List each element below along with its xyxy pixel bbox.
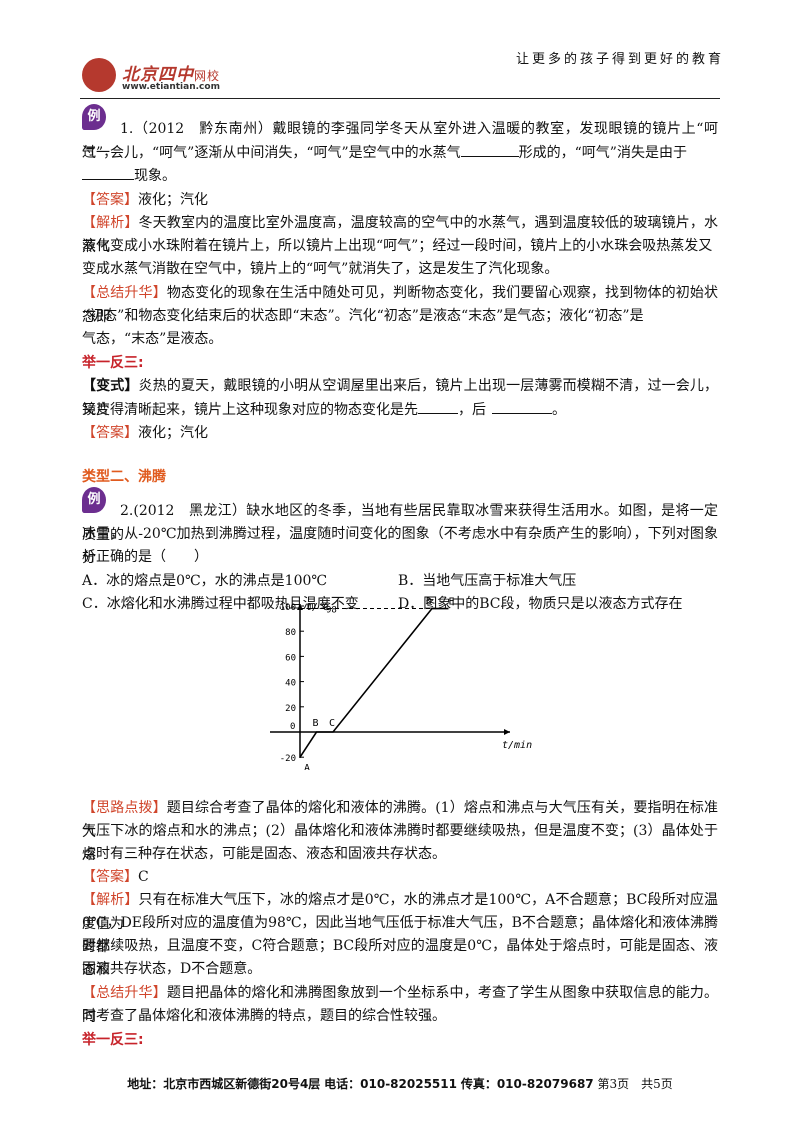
variant-blank-2 bbox=[492, 399, 552, 414]
variant-text-4: 。 bbox=[552, 402, 566, 418]
y-tick-label: 20 bbox=[285, 704, 296, 714]
q1-stem-line-2: 过一会儿，“呵气”逐渐从中间消失，“呵气”是空气中的水蒸气 形成的，“呵气”消失是… bbox=[82, 142, 718, 166]
analysis-text: 只有在标准大气压下，冰的熔点才是0℃，水的沸点才是100℃，A不合题意；BC段所… bbox=[82, 892, 718, 932]
q2-stem-2: 冰雪，从-20℃加热到沸腾过程，温度随时间变化的图象（不考虑水中有杂质产生的影响… bbox=[82, 526, 718, 566]
hint-tag: 【思路点拨】 bbox=[82, 800, 167, 816]
q1-stem-line-1: 1.（2012 黔东南州）戴眼镜的李强同学冬天从室外进入温暖的教室，发现眼镜的镜… bbox=[82, 121, 718, 161]
q2-analysis-1: 【解析】只有在标准大气压下，冰的熔点才是0℃，水的沸点才是100℃，A不合题意；… bbox=[82, 889, 718, 936]
page-footer: 地址：北京市西城区新德街20号4层 电话：010-82025511 传真：010… bbox=[0, 1075, 800, 1092]
q1-answer: 【答案】液化；汽化 bbox=[82, 189, 718, 213]
chart-layer: t/℃ t/min -20 20 40 60 80 100 0 98 A B C D E bbox=[270, 597, 532, 770]
footer-phone: 010-82025511 bbox=[360, 1077, 457, 1091]
point-label-d: D bbox=[426, 597, 432, 608]
point-label-a: A bbox=[304, 763, 310, 770]
example-badge-2: 例 bbox=[82, 487, 106, 513]
hint-text: 题目综合考查了晶体的熔化和液体的沸腾。(1）熔点和沸点与大气压有关，要指明在标准… bbox=[82, 800, 719, 840]
logo-text: 北京四中网校 bbox=[122, 60, 220, 85]
reference-label: 98 bbox=[326, 606, 337, 616]
q1-analysis-1: 【解析】冬天教室内的温度比室外温度高，温度较高的空气中的水蒸气，遇到温度较低的玻… bbox=[82, 212, 718, 259]
temperature-time-chart: t/℃ t/min -20 20 40 60 80 100 0 98 A B C D E bbox=[270, 597, 532, 770]
q2-summary-1: 【总结升华】题目把晶体的熔化和沸腾图象放到一个坐标系中，考查了学生从图象中获取信… bbox=[82, 982, 718, 1029]
answer-text: 液化；汽化 bbox=[138, 192, 208, 208]
q2-stem-3: 析正确的是（ ） bbox=[82, 549, 208, 565]
q1-analysis-2: 液化变成小水珠附着在镜片上，所以镜片上出现“呵气”；经过一段时间，镜片上的小水珠… bbox=[82, 238, 713, 254]
y-tick-label: 100 bbox=[280, 603, 296, 613]
variant-answer: 【答案】液化；汽化 bbox=[82, 422, 718, 446]
data-series-line bbox=[299, 607, 449, 758]
answer-tag: 【答案】 bbox=[82, 869, 138, 885]
footer-address: 北京市西城区新德街20号4层 bbox=[163, 1077, 321, 1091]
summary-tag: 【总结升华】 bbox=[82, 285, 167, 301]
summary-text: 题目把晶体的熔化和沸腾图象放到一个坐标系中，考查了学生从图象中获取信息的能力。同 bbox=[82, 985, 719, 1025]
x-axis-label: t/min bbox=[502, 740, 532, 751]
point-label-b: B bbox=[313, 718, 319, 729]
analysis-text: 冬天教室内的温度比室外温度高，温度较高的空气中的水蒸气，遇到温度较低的玻璃镜片，… bbox=[82, 215, 718, 255]
q1-summary-2: “初态”和物态变化结束后的状态即“末态”。汽化“初态”是液态“末态”是气态；液化… bbox=[82, 308, 644, 324]
variant-text-3: ，后 bbox=[458, 402, 486, 418]
q2-analysis-3: 要继续吸热，且温度不变，C符合题意；BC段所对应的温度是0℃，晶体处于熔点时，可… bbox=[82, 938, 718, 978]
header-divider bbox=[80, 98, 720, 99]
answer-text: 液化；汽化 bbox=[138, 425, 208, 441]
variant-tag: 【变式】 bbox=[82, 378, 139, 394]
analysis-tag: 【解析】 bbox=[82, 215, 139, 231]
variant-text-2: 又变得清晰起来，镜片上这种现象对应的物态变化是先 bbox=[82, 402, 418, 418]
x-axis-arrow-icon bbox=[504, 729, 510, 735]
footer-fax: 010-82079687 bbox=[496, 1077, 594, 1091]
section-title: 类型二、沸腾 bbox=[82, 469, 166, 485]
answer-tag: 【答案】 bbox=[82, 425, 138, 441]
q1-summary-1: 【总结升华】物态变化的现象在生活中随处可见，判断物态变化，我们要留心观察，找到物… bbox=[82, 282, 718, 329]
q2-hint-1: 【思路点拨】题目综合考查了晶体的熔化和液体的沸腾。(1）熔点和沸点与大气压有关，… bbox=[82, 797, 718, 844]
q1-blank-1 bbox=[460, 142, 519, 157]
y-tick-label: -20 bbox=[280, 754, 296, 764]
answer-text: C bbox=[138, 869, 149, 885]
q2-option-d: D．图象中的BC段，物质只是以液态方式存在 bbox=[398, 596, 683, 612]
footer-address-label: 地址： bbox=[127, 1077, 164, 1091]
juyi-heading-1: 举一反三: bbox=[82, 355, 144, 371]
variant-blank-1 bbox=[418, 399, 458, 414]
q1-stem-line-3: 现象。 bbox=[82, 165, 718, 189]
footer-fax-label: 传真： bbox=[460, 1077, 497, 1091]
q2-stem-1: 2.(2012 黑龙江）缺水地区的冬季，当地有些居民靠取冰雪来获得生活用水。如图… bbox=[82, 503, 718, 543]
example-badge-1: 例 bbox=[82, 104, 106, 130]
q2-analysis-4: 固液共存状态，D不合题意。 bbox=[82, 961, 262, 977]
logo-emblem-icon bbox=[82, 58, 116, 92]
y-axis-arrow-icon bbox=[297, 604, 303, 610]
point-label-c: C bbox=[329, 718, 335, 729]
q2-option-c: C．冰熔化和水沸腾过程中都吸热且温度不变 bbox=[82, 596, 359, 612]
y-tick-label: 80 bbox=[285, 628, 296, 638]
point-label-e: E bbox=[449, 597, 455, 608]
q1-summary-3: 气态，“末态”是液态。 bbox=[82, 331, 223, 347]
logo-name: 北京四中 bbox=[122, 65, 194, 85]
q2-hint-3: 点时有三种存在状态，可能是固态、液态和固液共存状态。 bbox=[82, 846, 446, 862]
summary-text: 物态变化的现象在生活中随处可见，判断物态变化，我们要留心观察，找到物体的初始状态… bbox=[82, 285, 719, 325]
q1-stem-text: 过一会儿，“呵气”逐渐从中间消失，“呵气”是空气中的水蒸气 bbox=[82, 145, 461, 161]
juyi-heading-2: 举一反三: bbox=[82, 1032, 144, 1048]
variant-text: 炎热的夏天，戴眼镜的小明从空调屋里出来后，镜片上出现一层薄雾而模糊不清，过一会儿… bbox=[82, 378, 718, 418]
y-tick-label: 40 bbox=[285, 679, 296, 689]
footer-page-number: 第3页 共5页 bbox=[597, 1077, 673, 1091]
q2-hint-2: 气压下冰的熔点和水的沸点；(2）晶体熔化和液体沸腾时都要继续吸热，但是温度不变；… bbox=[82, 823, 718, 863]
variant-line-1: 【变式】炎热的夏天，戴眼镜的小明从空调屋里出来后，镜片上出现一层薄雾而模糊不清，… bbox=[82, 375, 718, 422]
analysis-tag: 【解析】 bbox=[82, 892, 139, 908]
logo-url: www.etiantian.com bbox=[122, 82, 220, 92]
y-axis-label: t/℃ bbox=[306, 602, 331, 613]
variant-line-2: 又变得清晰起来，镜片上这种现象对应的物态变化是先 ，后 。 bbox=[82, 399, 718, 423]
q2-summary-2: 时考查了晶体熔化和液体沸腾的特点，题目的综合性较强。 bbox=[82, 1008, 446, 1024]
q1-blank-2 bbox=[82, 165, 134, 180]
logo-sub: 网校 bbox=[194, 69, 221, 83]
answer-tag: 【答案】 bbox=[82, 192, 138, 208]
footer-phone-label: 电话： bbox=[324, 1077, 361, 1091]
q2-answer: 【答案】C bbox=[82, 866, 718, 890]
q2-analysis-2: 0℃，DE段所对应的温度值为98℃，因此当地气压低于标准大气压，B不合题意；晶体… bbox=[82, 915, 718, 955]
q1-stem-text-2: 形成的，“呵气”消失是由于 bbox=[518, 145, 687, 161]
header-slogan: 让更多的孩子得到更好的教育 bbox=[515, 52, 724, 67]
summary-tag: 【总结升华】 bbox=[82, 985, 167, 1001]
y-tick-label: 60 bbox=[285, 653, 296, 663]
q2-option-b: B．当地气压高于标准大气压 bbox=[398, 573, 577, 589]
q2-option-a: A．冰的熔点是0℃，水的沸点是100℃ bbox=[82, 573, 328, 589]
q1-stem-text-3: 现象。 bbox=[134, 168, 176, 184]
q1-analysis-3: 变成水蒸气消散在空气中，镜片上的“呵气”就消失了，这是发生了汽化现象。 bbox=[82, 261, 559, 277]
origin-label: 0 bbox=[290, 722, 295, 732]
